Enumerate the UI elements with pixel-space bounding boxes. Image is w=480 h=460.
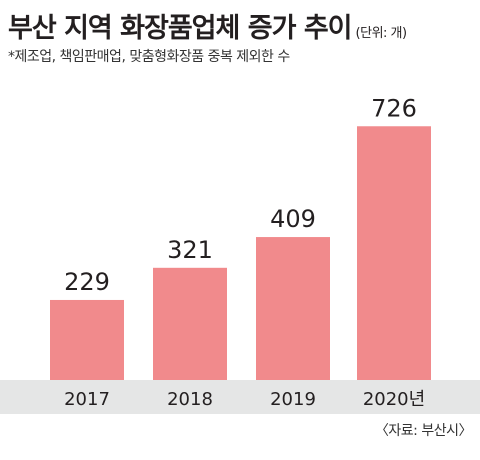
source-label: 〈자료: 부산시〉 (374, 423, 473, 439)
bar (256, 237, 330, 380)
x-tick-label: 2019 (270, 389, 316, 410)
bar (357, 126, 431, 380)
bar (50, 299, 124, 380)
footnote: *제조업, 책임판매업, 맞춤형화장품 중복 제외한 수 (8, 49, 290, 65)
unit-label: (단위: 개) (355, 26, 408, 41)
x-tick-label: 2020년 (363, 389, 425, 410)
bar-value-label: 321 (167, 236, 213, 264)
bar (153, 267, 227, 380)
bar-value-label: 726 (371, 94, 417, 122)
bar-value-label: 229 (64, 268, 110, 296)
x-tick-label: 2018 (167, 389, 213, 410)
chart-title-row: 부산 지역 화장품업체 증가 추이 (단위: 개) (8, 6, 407, 45)
bar-value-label: 409 (270, 205, 316, 233)
x-tick-label: 2017 (64, 389, 110, 410)
chart-title: 부산 지역 화장품업체 증가 추이 (8, 13, 353, 44)
x-axis-band (0, 380, 480, 414)
